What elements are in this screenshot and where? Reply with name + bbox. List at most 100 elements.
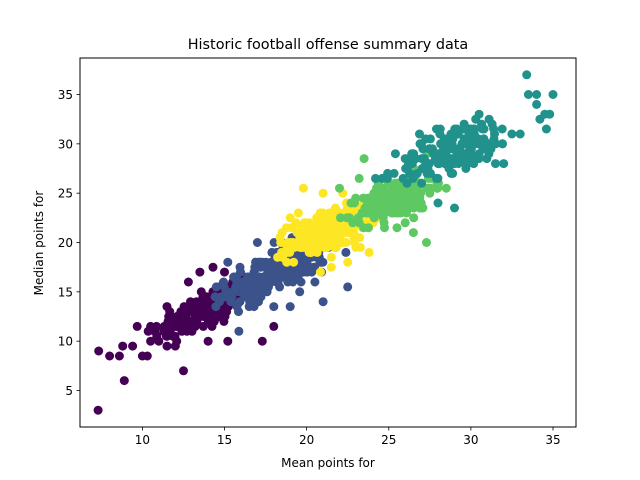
data-point — [383, 168, 393, 178]
data-point — [285, 247, 295, 257]
data-point — [105, 351, 115, 361]
data-point — [499, 159, 509, 169]
series-4 — [371, 70, 558, 213]
data-point — [351, 242, 361, 252]
data-point — [274, 262, 284, 272]
data-point — [248, 287, 258, 297]
data-point — [335, 183, 344, 193]
data-point — [201, 307, 211, 317]
data-point — [545, 109, 555, 119]
data-point — [359, 223, 369, 233]
data-point — [478, 144, 488, 154]
data-point — [223, 336, 233, 346]
data-point — [464, 129, 474, 139]
data-point — [479, 134, 489, 144]
data-point — [462, 149, 472, 159]
data-point — [468, 139, 478, 149]
data-point — [295, 287, 305, 297]
data-point — [298, 183, 308, 193]
data-point — [461, 159, 471, 169]
data-point — [441, 159, 451, 169]
data-point — [170, 331, 180, 341]
data-point — [532, 90, 542, 99]
x-tick-label: 30 — [463, 433, 478, 447]
data-point — [293, 208, 303, 218]
data-point — [407, 159, 417, 169]
data-point — [497, 124, 507, 134]
data-point — [203, 336, 213, 346]
data-point — [256, 257, 266, 267]
data-point — [419, 154, 429, 164]
data-point — [211, 282, 221, 292]
data-point — [337, 223, 347, 233]
data-point — [94, 346, 104, 356]
x-tick-label: 25 — [381, 433, 396, 447]
data-point — [453, 159, 463, 169]
data-point — [491, 159, 500, 169]
data-point — [342, 213, 352, 223]
data-point — [313, 238, 323, 247]
data-point — [262, 287, 272, 297]
data-point — [433, 198, 443, 208]
data-point — [297, 242, 307, 252]
data-point — [341, 247, 351, 257]
data-point — [418, 203, 428, 213]
data-point — [263, 267, 273, 277]
data-point — [439, 144, 449, 154]
data-point — [195, 267, 205, 277]
y-axis-label: Median points for — [32, 191, 46, 296]
y-tick-label: 30 — [58, 137, 73, 151]
data-point — [425, 188, 435, 198]
data-point — [277, 247, 287, 257]
data-point — [522, 70, 532, 80]
data-point — [142, 351, 152, 361]
data-point — [474, 109, 484, 119]
data-point — [319, 242, 329, 252]
data-point — [354, 173, 364, 183]
data-point — [286, 238, 296, 247]
chart-title: Historic football offense summary data — [188, 37, 469, 53]
data-point — [154, 336, 164, 346]
data-point — [269, 302, 279, 312]
data-point — [310, 277, 320, 287]
x-axis-label: Mean points for — [281, 456, 375, 470]
data-point — [277, 228, 287, 238]
y-tick-label: 10 — [58, 335, 73, 349]
data-point — [489, 134, 499, 144]
data-point — [402, 178, 412, 188]
data-point — [409, 213, 419, 223]
data-point — [379, 198, 389, 208]
data-point — [369, 188, 379, 198]
data-point — [377, 183, 387, 193]
data-point — [441, 183, 451, 193]
data-point — [450, 203, 459, 213]
data-point — [417, 178, 427, 188]
data-point — [523, 90, 533, 99]
data-point — [326, 252, 336, 262]
data-point — [318, 257, 328, 267]
x-tick-label: 10 — [135, 433, 150, 447]
data-point — [93, 405, 103, 415]
data-point — [343, 257, 353, 267]
data-point — [435, 129, 445, 139]
data-point — [541, 124, 551, 134]
data-point — [362, 208, 372, 218]
y-tick-label: 5 — [65, 384, 73, 398]
data-point — [302, 262, 312, 272]
y-tick-label: 25 — [58, 187, 73, 201]
data-point — [408, 228, 418, 238]
data-point — [433, 173, 443, 183]
y-tick-label: 35 — [58, 88, 73, 102]
data-point — [114, 351, 124, 361]
data-point — [312, 213, 322, 223]
data-point — [484, 114, 494, 124]
data-point — [447, 139, 457, 149]
data-point — [159, 326, 169, 336]
data-point — [390, 149, 400, 159]
data-point — [293, 272, 303, 282]
data-point — [186, 307, 196, 317]
data-point — [486, 144, 496, 154]
data-point — [289, 257, 299, 267]
data-point — [417, 139, 426, 149]
data-point — [187, 326, 197, 336]
